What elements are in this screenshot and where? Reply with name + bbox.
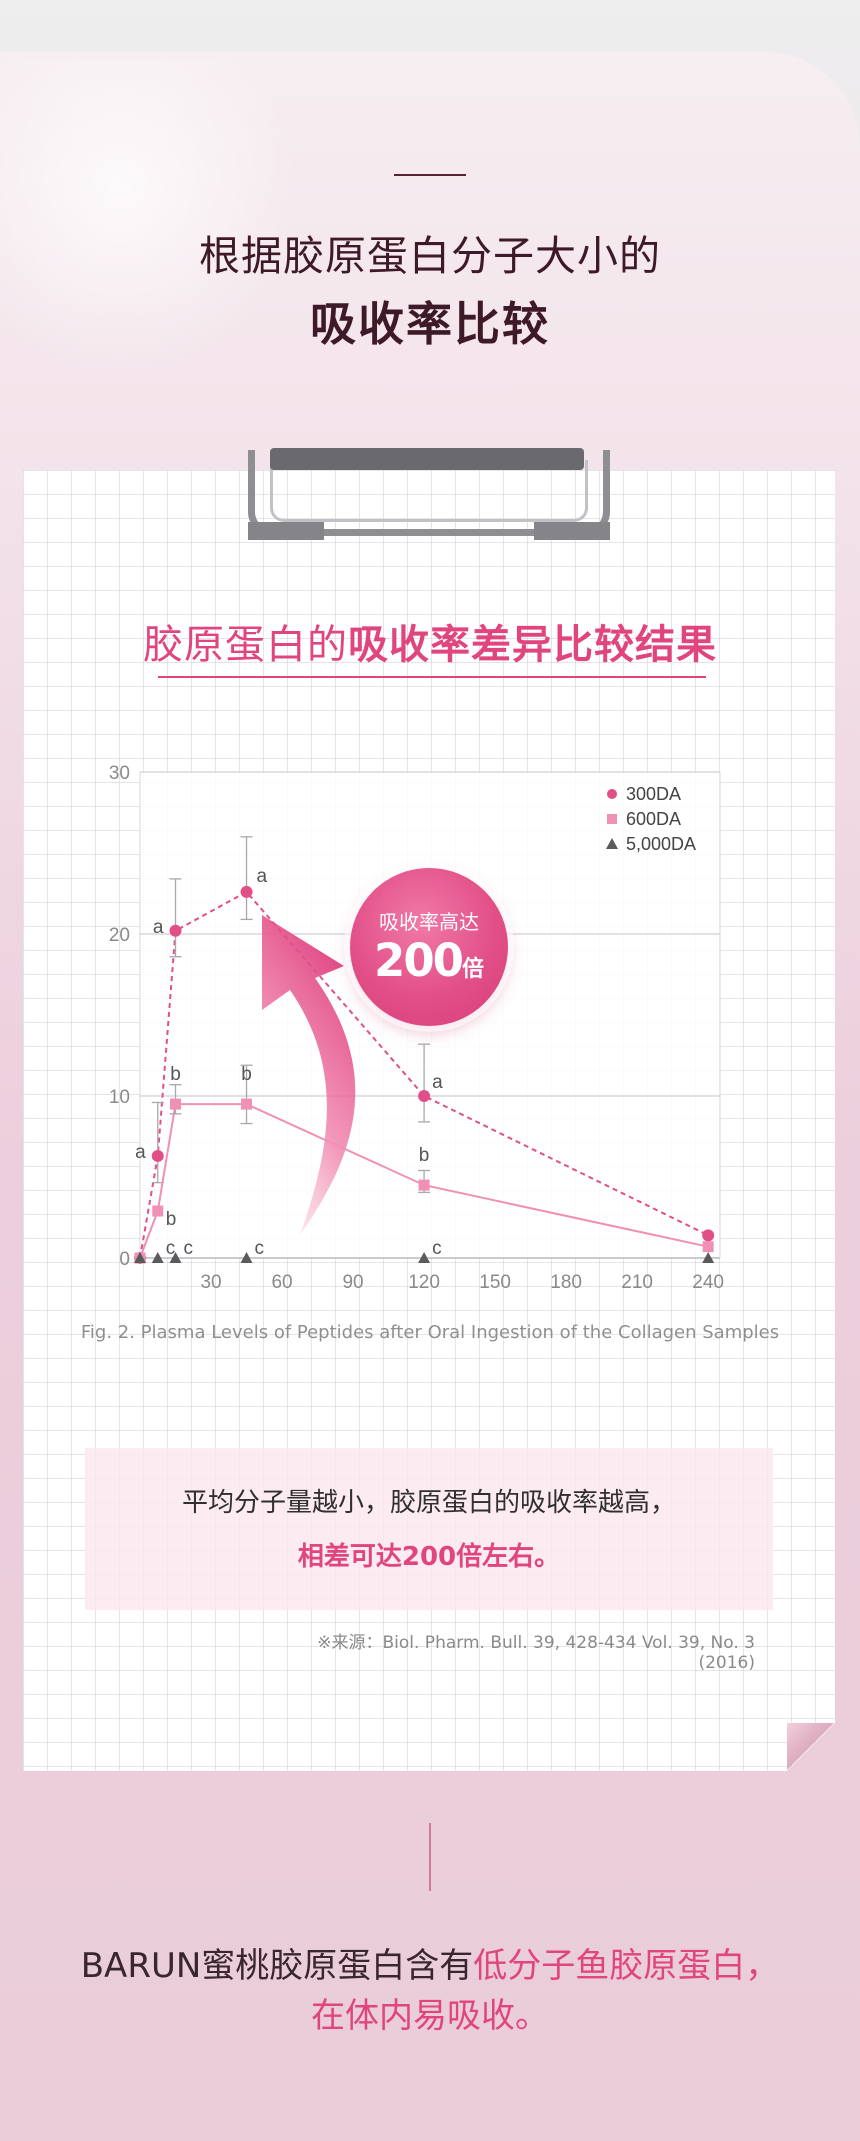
point-300da [151,1149,164,1162]
chart-heading-underline [158,676,706,678]
y-tick-label: 30 [109,763,130,784]
significance-label: a [135,1142,146,1163]
point-300da [169,924,182,937]
bottom-line1: BARUN蜜桃胶原蛋白含有低分子鱼胶原蛋白， [0,1938,860,1987]
point-300da [240,885,253,898]
absorption-callout-badge: 吸收率高达 200倍 [350,868,508,1026]
x-tick-label: 90 [342,1272,363,1293]
point-5000da [169,1252,182,1263]
x-tick-label: 240 [692,1272,724,1293]
page-title-line1: 根据胶原蛋白分子大小的 [199,232,661,280]
x-tick-label: 210 [621,1272,653,1293]
bottom-line2: 在体内易吸收。 [311,1996,549,2036]
decorative-blur [0,60,300,380]
page-title-line2: 吸收率比较 [310,297,550,351]
point-5000da [702,1252,715,1263]
clip-tab-right [534,522,610,540]
legend-marker-5000da [606,838,618,849]
point-600da [152,1205,164,1217]
y-tick-label: 0 [119,1249,130,1270]
x-tick-label: 150 [479,1272,511,1293]
clip-frame [248,450,610,536]
chart-heading-bold: 吸收率差异比较结果 [348,622,717,668]
increase-arrow [262,915,356,1235]
clip-tab-left [248,522,324,540]
x-tick-label: 60 [271,1272,292,1293]
summary-line1: 平均分子量越小，胶原蛋白的吸收率越高， [181,1488,676,1518]
point-600da [170,1098,182,1110]
clip-inner-frame [270,460,588,522]
point-300da [702,1229,715,1242]
source-note: ※来源：Biol. Pharm. Bull. 39, 428-434 Vol. … [317,1633,755,1673]
callout-number: 200 [374,934,464,987]
significance-label: b [170,1064,181,1085]
series-line [139,890,709,1259]
significance-label: c [255,1238,265,1259]
x-tick-label: 120 [408,1272,440,1293]
chart-heading: 胶原蛋白的吸收率差异比较结果 [0,612,860,670]
point-5000da [418,1252,431,1263]
clip-bar [270,448,584,470]
significance-label: b [419,1145,430,1166]
significance-label: c [432,1238,442,1259]
chart-axis: 0 10 20 30 30 60 90 120 150 180 210 240 [109,763,724,1293]
point-600da [418,1179,430,1191]
legend-label: 600DA [626,809,681,829]
significance-label: c [184,1238,194,1259]
x-tick-label: 30 [200,1272,221,1293]
point-5000da [134,1252,146,1263]
x-tick-label: 180 [550,1272,582,1293]
significance-label: b [166,1209,177,1230]
point-600da [702,1241,714,1253]
y-tick-label: 20 [109,925,130,946]
point-600da [241,1098,253,1110]
significance-label: b [241,1064,252,1085]
vertical-divider [429,1823,431,1891]
legend-label: 5,000DA [626,834,696,854]
significance-label: c [166,1238,176,1259]
point-5000da [240,1252,253,1263]
chart-legend: 300DA 600DA 5,000DA [606,784,696,854]
legend-marker-300da [607,789,617,799]
callout-value: 200倍 [350,934,508,987]
bottom-line1-prefix: BARUN蜜桃胶原蛋白含有 [80,1946,474,1986]
significance-label: a [153,917,164,938]
title-rule [394,174,466,176]
legend-marker-600da [607,814,617,824]
point-300da [418,1090,431,1102]
paper-corner-fold [787,1723,835,1771]
chart-heading-prefix: 胶原蛋白的 [143,622,348,668]
significance-label: a [432,1072,443,1093]
significance-label: a [257,866,268,887]
point-5000da [151,1252,164,1263]
figure-caption: Fig. 2. Plasma Levels of Peptides after … [80,1322,780,1343]
summary-line2: 相差可达200倍左右。 [297,1542,561,1572]
callout-label: 吸收率高达 [379,910,479,934]
y-tick-label: 10 [109,1087,130,1108]
series-line [139,1103,709,1259]
bottom-line1-highlight: 低分子鱼胶原蛋白， [473,1946,780,1986]
legend-label: 300DA [626,784,681,804]
summary-box: 平均分子量越小，胶原蛋白的吸收率越高， 相差可达200倍左右。 [85,1448,773,1610]
callout-unit: 倍 [461,957,484,982]
